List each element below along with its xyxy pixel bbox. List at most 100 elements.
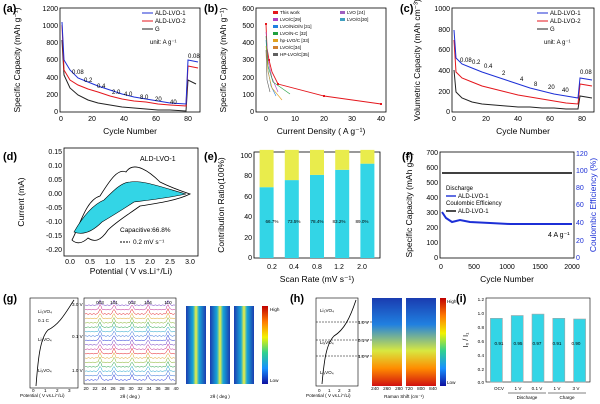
bar-value-label: 0.91 bbox=[495, 341, 504, 346]
x-axis-label: Potential ( V vs.Li⁺/Li) bbox=[90, 266, 173, 276]
hkl-label: 110 bbox=[164, 300, 172, 305]
x-tick: 0 bbox=[32, 388, 35, 393]
plot-frame bbox=[439, 151, 575, 259]
series-this-work bbox=[265, 23, 382, 105]
series-ald-lvo-1 bbox=[453, 29, 593, 99]
legend-swatch bbox=[273, 53, 278, 56]
panel-c: (c) Volumetric Capacity (mAh cm⁻³) Cycle… bbox=[400, 0, 595, 136]
y-tick: 80 bbox=[244, 173, 252, 180]
xrd-pattern bbox=[85, 325, 176, 333]
legend-item: G bbox=[550, 27, 555, 33]
bar-value-label: 83.2% bbox=[332, 219, 345, 224]
legend-item: Discharge bbox=[446, 186, 474, 192]
panel-h: (h) Li₃VO₄ LiₓVO₄ LiₓVO₄ 1.0 V 0.1 V 1.0… bbox=[290, 293, 457, 399]
panel-label-f: (f) bbox=[402, 151, 413, 163]
rate-label: 0.2 bbox=[472, 60, 481, 66]
y-tick: 100 bbox=[426, 240, 438, 247]
x-tick: 1 bbox=[328, 388, 331, 393]
data-point bbox=[380, 103, 382, 105]
cv-outer-curve bbox=[71, 166, 192, 244]
y-tick: 600 bbox=[438, 47, 450, 54]
x-tick: 0 bbox=[318, 388, 321, 393]
panel-d: (d) Current (mA) Potential ( V vs.Li⁺/Li… bbox=[3, 147, 199, 276]
y2-tick: 40 bbox=[576, 220, 584, 227]
scan-rate: 0.2 mV s⁻¹ bbox=[133, 239, 165, 246]
unit-label: unit: A g⁻¹ bbox=[150, 40, 177, 46]
y-tick: 60 bbox=[244, 194, 252, 201]
y-axis-label: Specific Capacity (mAh g⁻¹) bbox=[12, 7, 22, 112]
x-tick: 2.5 bbox=[165, 259, 175, 266]
y2-axis-label: Coulombic Efficiency (%) bbox=[588, 158, 598, 252]
bar-value-label: 66.7% bbox=[265, 219, 278, 224]
legend-swatch bbox=[273, 11, 278, 14]
rate-label: 8.0 bbox=[140, 95, 149, 101]
voltage-label: 0.1 V bbox=[72, 334, 84, 339]
xrd-pattern bbox=[84, 334, 176, 342]
data-point bbox=[265, 23, 267, 25]
y-tick: 200 bbox=[438, 89, 450, 96]
panel-label-g: (g) bbox=[3, 293, 17, 305]
rate-label: 0.1 C bbox=[38, 318, 50, 323]
xrd-pattern bbox=[85, 312, 176, 320]
x-tick: 32 bbox=[137, 386, 143, 391]
series-ald-lvo-2 bbox=[453, 39, 593, 105]
x-axis-label: Potential ( V vs.Li⁺/Li) bbox=[306, 393, 351, 398]
y-tick: 800 bbox=[438, 27, 450, 34]
xrd-pattern bbox=[84, 365, 176, 372]
data-point bbox=[277, 83, 279, 85]
y-tick: 700 bbox=[426, 150, 438, 157]
y-tick: 0.05 bbox=[48, 177, 62, 184]
cv-capacitive-fill bbox=[73, 181, 187, 234]
y-tick: 400 bbox=[242, 40, 254, 47]
y-tick: 600 bbox=[46, 57, 58, 64]
rate-label: 2.0 bbox=[112, 90, 121, 96]
x-tick: 2.0 bbox=[357, 264, 367, 271]
plot-frame bbox=[255, 7, 387, 113]
bar-capacitive bbox=[259, 187, 274, 258]
bar-capacitive bbox=[360, 163, 375, 258]
legend-item: G bbox=[155, 27, 160, 33]
legend-item: LVO/NiO/N [31] bbox=[280, 24, 312, 29]
x-tick: 0.4 bbox=[289, 264, 299, 271]
x-axis-label: 2θ ( deg ) bbox=[210, 394, 230, 399]
rate-label: 20 bbox=[548, 85, 555, 91]
colorbar-low: Low bbox=[270, 378, 279, 383]
xrd-pattern bbox=[84, 347, 176, 355]
x-tick: 0.2 bbox=[267, 264, 277, 271]
y2-tick: 120 bbox=[576, 151, 588, 158]
rate-label: 4.0 bbox=[124, 92, 133, 98]
phase-label: Li₃VO₄ bbox=[320, 308, 334, 313]
x-tick: 840 bbox=[429, 386, 437, 391]
bar-value-label: 0.95 bbox=[514, 341, 523, 346]
xrd-pattern bbox=[84, 330, 176, 337]
y-tick: 1000 bbox=[42, 23, 58, 30]
legend-item: ALD-LVO-1 bbox=[550, 11, 581, 17]
y-tick: 0.6 bbox=[478, 339, 485, 344]
xrd-pattern bbox=[84, 361, 176, 368]
rate-label: 40 bbox=[562, 88, 569, 94]
plot-frame bbox=[451, 7, 595, 113]
x-tick: 1 bbox=[44, 388, 47, 393]
rate-label: 0.08 bbox=[72, 70, 84, 76]
y-tick: 0 bbox=[248, 255, 252, 262]
x-tick: 0 bbox=[59, 116, 63, 123]
x-tick: 2 bbox=[338, 388, 341, 393]
y2-tick: 80 bbox=[576, 185, 584, 192]
y-tick: 600 bbox=[242, 6, 254, 13]
legend-item: ALD-LVO-1 bbox=[458, 209, 489, 215]
x-tick: 2 bbox=[56, 388, 59, 393]
legend-item: LVO/N-C [32] bbox=[280, 31, 307, 36]
x-tick: 20 bbox=[320, 116, 328, 123]
x-tick: OCV bbox=[494, 386, 505, 391]
voltage-label: 1.0 V bbox=[358, 354, 370, 359]
bar-value-label: 0.90 bbox=[572, 341, 581, 346]
plot-frame bbox=[59, 7, 201, 113]
phase-label: LiₓVO₄ bbox=[38, 337, 52, 342]
x-tick: 800 bbox=[417, 386, 425, 391]
colorbar-low: Low bbox=[447, 380, 456, 385]
legend-item: LVO/C[29] bbox=[280, 17, 301, 22]
x-tick: 0.0 bbox=[65, 259, 75, 266]
xrd-pattern bbox=[84, 373, 176, 381]
x-tick: 3 bbox=[348, 388, 351, 393]
series-other-1 bbox=[265, 31, 279, 93]
